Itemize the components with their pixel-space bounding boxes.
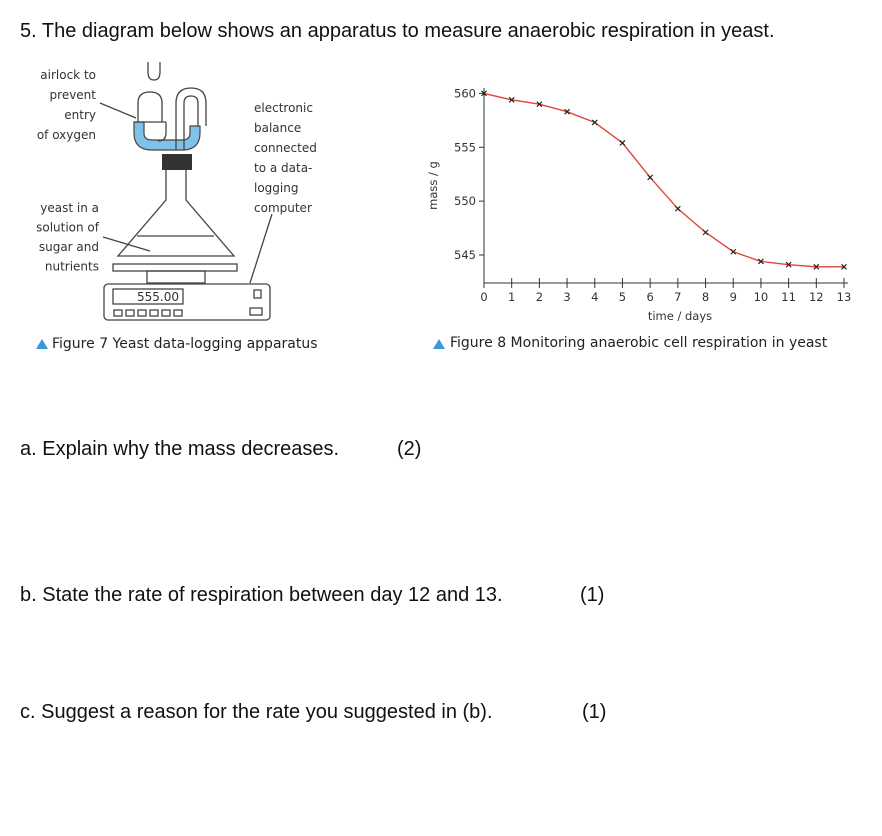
caption-icon (36, 339, 48, 349)
y-tick-label: 545 (454, 248, 476, 262)
x-tick-label: 6 (646, 290, 653, 304)
airlock-label: of oxygen (37, 128, 96, 142)
x-tick-label: 13 (837, 290, 852, 304)
question: 5. The diagram below shows an apparatus … (20, 20, 775, 42)
marks: (1) (582, 701, 606, 723)
airlock-label: entry (64, 108, 96, 122)
data-point (564, 108, 571, 115)
data-line (483, 92, 844, 268)
x-tick-label: 7 (674, 290, 681, 304)
data-point (647, 174, 654, 181)
apparatus: 555.00 (99, 62, 273, 321)
balance-label: logging (254, 181, 298, 195)
yeast-label: sugar and (39, 240, 99, 254)
yeast-label: nutrients (45, 260, 99, 274)
x-tick-label: 8 (702, 290, 709, 304)
x-tick-label: 10 (754, 290, 769, 304)
balance-label: balance (254, 121, 301, 135)
x-tick-label: 9 (730, 290, 737, 304)
y-tick-label: 560 (454, 86, 476, 100)
data-point (591, 119, 598, 126)
caption-icon (433, 339, 445, 349)
x-tick-label: 12 (809, 290, 824, 304)
y-axis-label: mass / g (426, 161, 440, 210)
balance-label: computer (254, 201, 312, 215)
x-tick-label: 11 (781, 290, 796, 304)
data-point (813, 263, 820, 270)
data-point (730, 248, 737, 255)
balance-label: to a data- (254, 161, 312, 175)
x-tick-label: 0 (480, 290, 487, 304)
data-point (674, 205, 681, 212)
x-tick-label: 3 (563, 290, 570, 304)
data-point (757, 258, 764, 265)
airlock-label: prevent (50, 88, 97, 102)
data-point (536, 101, 543, 108)
stopper (162, 154, 192, 170)
balance-label: connected (254, 141, 317, 155)
y-tick-label: 550 (454, 194, 476, 208)
data-point (785, 261, 792, 268)
y-tick-label: 555 (454, 140, 476, 154)
yeast-label: yeast in a (40, 201, 99, 215)
data-point (619, 140, 626, 146)
question-part: c. Suggest a reason for the rate you sug… (20, 701, 493, 723)
x-tick-label: 5 (619, 290, 626, 304)
balance-label: electronic (254, 101, 313, 115)
marks: (1) (580, 584, 604, 606)
figure7-caption: Figure 7 Yeast data-logging apparatus (52, 336, 318, 352)
x-tick-label: 2 (536, 290, 543, 304)
question-part: b. State the rate of respiration between… (20, 584, 503, 606)
airlock-label: airlock to (40, 68, 96, 82)
data-point (702, 229, 709, 236)
yeast-label: solution of (36, 221, 100, 235)
data-point (481, 90, 487, 97)
balance-display: 555.00 (137, 290, 179, 304)
data-point (841, 263, 847, 270)
figure8-caption: Figure 8 Monitoring anaerobic cell respi… (450, 335, 828, 351)
marks: (2) (397, 438, 421, 460)
x-tick-label: 4 (591, 290, 598, 304)
x-axis-label: time / days (648, 309, 712, 323)
question-part: a. Explain why the mass decreases. (20, 438, 339, 460)
data-point (508, 96, 515, 103)
x-tick-label: 1 (508, 290, 515, 304)
